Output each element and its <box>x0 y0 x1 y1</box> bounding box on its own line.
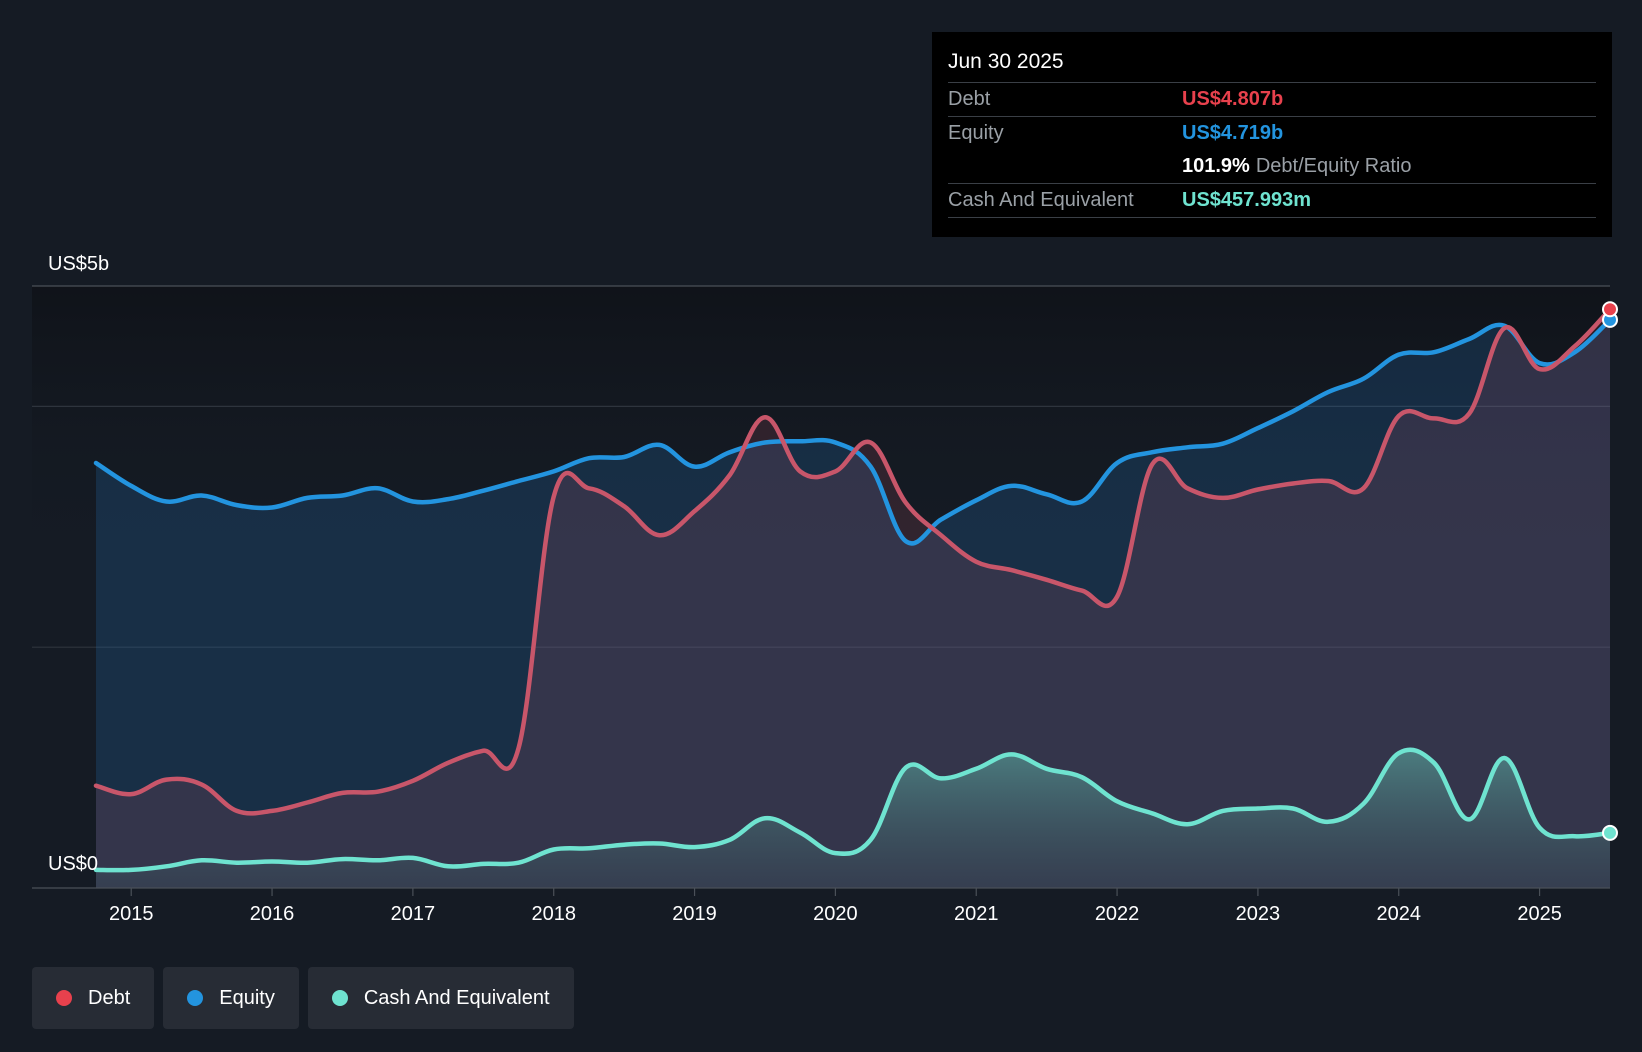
tooltip-equity-row: Equity US$4.719b <box>948 116 1596 150</box>
cash-dot-icon <box>331 990 348 1006</box>
x-tick-label-2024: 2024 <box>1376 903 1421 925</box>
equity-line <box>93 317 1613 546</box>
tooltip-equity-label: Equity <box>948 122 1004 144</box>
legend-item-cash[interactable]: Cash And Equivalent <box>307 967 574 1029</box>
debt-line <box>93 306 1613 816</box>
debt-area <box>96 309 1610 888</box>
x-tick-label-2023: 2023 <box>1236 903 1281 925</box>
tooltip-debt-value: US$4.807b <box>1182 88 1284 110</box>
tooltip-equity-value: US$4.719b <box>1182 122 1284 144</box>
y-bottom-label: US$0 <box>48 853 98 875</box>
legend-cash-label: Cash And Equivalent <box>363 986 550 1009</box>
cash-line <box>93 747 1613 873</box>
tooltip-cash-label: Cash And Equivalent <box>948 189 1134 211</box>
x-tick-label-2017: 2017 <box>391 903 436 925</box>
legend-item-equity[interactable]: Equity <box>163 967 299 1029</box>
x-tick-label-2022: 2022 <box>1095 903 1140 925</box>
legend: Debt Equity Cash And Equivalent <box>32 967 574 1029</box>
legend-equity-label: Equity <box>219 986 275 1009</box>
x-tick-label-2021: 2021 <box>954 903 999 925</box>
x-tick-label-2018: 2018 <box>531 903 576 925</box>
y-top-label: US$5b <box>48 253 109 275</box>
x-tick-label-2025: 2025 <box>1517 903 1562 925</box>
legend-item-debt[interactable]: Debt <box>32 967 155 1029</box>
x-tick-label-2020: 2020 <box>813 903 858 925</box>
tooltip-ratio-label: Debt/Equity Ratio <box>1255 155 1412 177</box>
tooltip-date: Jun 30 2025 <box>948 50 1064 73</box>
equity-area <box>96 319 1610 888</box>
equity-dot-icon <box>187 990 204 1006</box>
tooltip-ratio-value: 101.9% <box>1182 155 1250 177</box>
tooltip-debt-row: Debt US$4.807b <box>948 82 1596 116</box>
x-tick-label-2016: 2016 <box>250 903 295 925</box>
cash-end-marker <box>1602 824 1618 841</box>
tooltip-panel: Jun 30 2025 Debt US$4.807b Equity US$4.7… <box>932 32 1612 237</box>
plot-top-shade <box>32 286 1610 586</box>
x-tick-label-2019: 2019 <box>672 903 717 925</box>
tooltip-cash-value: US$457.993m <box>1182 189 1311 211</box>
legend-debt-label: Debt <box>88 986 131 1009</box>
tooltip-cash-row: Cash And Equivalent US$457.993m <box>948 183 1596 218</box>
debt-end-marker <box>1602 301 1618 318</box>
tooltip-debt-label: Debt <box>948 88 991 110</box>
debt-dot-icon <box>56 990 72 1006</box>
x-tick-label-2015: 2015 <box>109 903 154 925</box>
tooltip-ratio-row: 101.9% Debt/Equity Ratio <box>948 150 1596 183</box>
cash-area <box>96 749 1610 888</box>
